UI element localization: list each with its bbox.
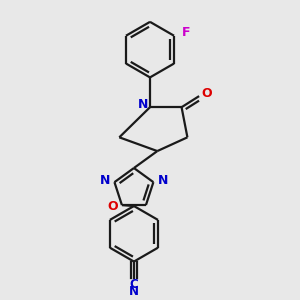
Text: O: O	[107, 200, 118, 213]
Text: N: N	[129, 285, 139, 298]
Text: O: O	[201, 87, 212, 100]
Text: N: N	[100, 174, 110, 187]
Text: N: N	[158, 174, 168, 187]
Text: C: C	[130, 278, 138, 291]
Text: F: F	[182, 26, 190, 39]
Text: N: N	[137, 98, 148, 111]
